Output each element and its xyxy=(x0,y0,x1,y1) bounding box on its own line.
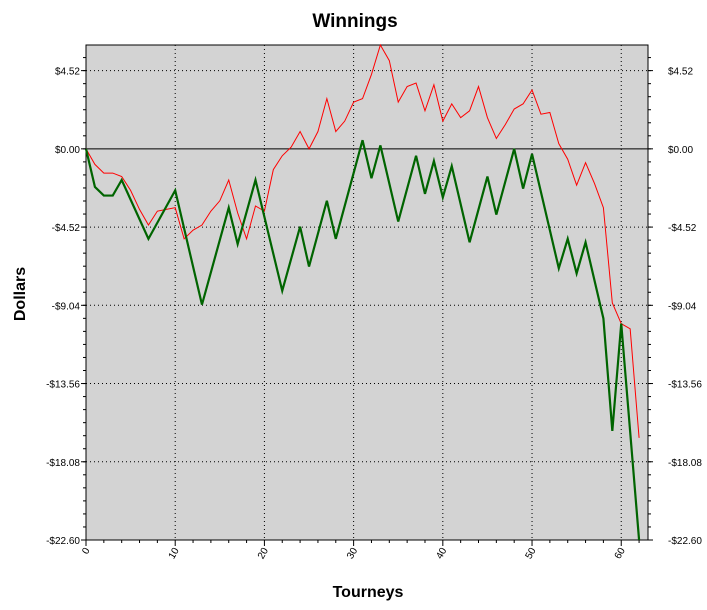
y-tick-label-left: -$4.52 xyxy=(52,223,81,234)
series-line-1 xyxy=(85,43,640,438)
y-tick-label-right: -$13.56 xyxy=(668,380,702,391)
y-tick-label-right: $0.00 xyxy=(668,145,693,156)
x-tick-label: 40 xyxy=(434,546,449,562)
y-tick-label-right: -$18.08 xyxy=(668,458,702,469)
grid-lines xyxy=(86,45,648,541)
plot-area xyxy=(85,44,649,541)
series-line-2 xyxy=(84,139,641,541)
y-tick-label-left: -$18.08 xyxy=(46,458,80,469)
chart-title: Winnings xyxy=(312,11,397,32)
y-tick-label-left: -$9.04 xyxy=(52,301,81,312)
y-tick-label-left: $0.00 xyxy=(55,145,80,156)
x-tick-label: 60 xyxy=(613,546,628,562)
x-tick-label: 30 xyxy=(345,546,360,562)
x-tick-label: 20 xyxy=(256,546,271,562)
x-axis-title: Tourneys xyxy=(333,584,404,601)
y-tick-label-right: $4.52 xyxy=(668,67,693,78)
y-tick-label-right: -$9.04 xyxy=(668,301,697,312)
y-tick-label-left: $4.52 xyxy=(55,67,80,78)
y-tick-label-right: -$4.52 xyxy=(668,223,697,234)
x-tick-label: 0 xyxy=(80,546,93,557)
y-tick-label-left: -$22.60 xyxy=(46,536,80,547)
tick-labels: $4.52 $4.52 $0.00 $0.00 -$4.52 -$4.52 -$9.04 -$… xyxy=(46,67,702,562)
x-tick-label: 50 xyxy=(524,546,539,562)
axis-ticks xyxy=(81,57,653,546)
series-layer xyxy=(84,43,641,541)
y-tick-label-right: -$22.60 xyxy=(668,536,702,547)
y-axis-title: Dollars xyxy=(12,267,29,321)
y-tick-label-left: -$13.56 xyxy=(46,380,80,391)
x-tick-label: 10 xyxy=(167,546,182,562)
